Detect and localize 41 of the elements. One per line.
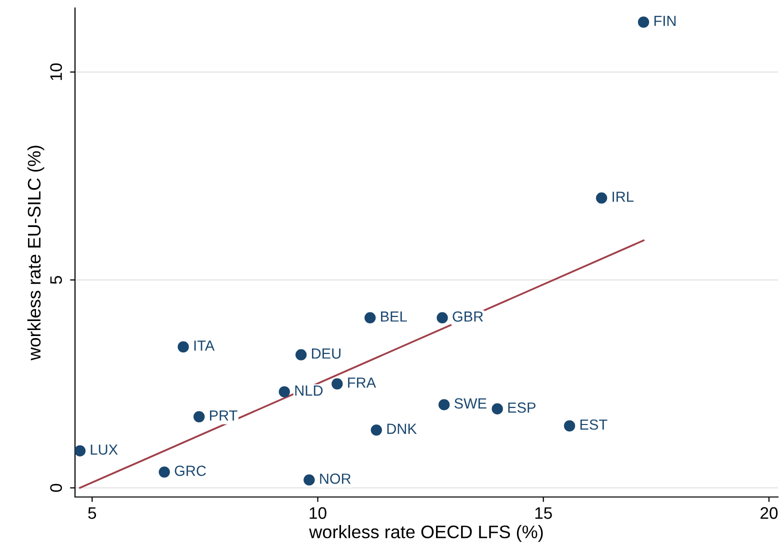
point	[596, 192, 608, 204]
annotation: SWE	[454, 398, 486, 409]
point	[158, 466, 170, 478]
y-tick-label: 5	[50, 276, 62, 284]
annotation: EST	[580, 419, 608, 430]
y-tick-label: 0	[50, 484, 62, 492]
annotation: GRC	[174, 466, 206, 476]
point	[564, 420, 576, 432]
x-tick-label: 20	[760, 507, 778, 519]
annotation: LUX	[90, 444, 118, 455]
annotation: BEL	[381, 312, 407, 322]
point	[370, 424, 382, 436]
point	[332, 378, 343, 390]
point	[75, 445, 86, 456]
y-tick-label: 10	[50, 63, 62, 80]
annotation: FRA	[348, 378, 376, 388]
annotation: ESP	[508, 402, 536, 413]
point	[304, 474, 315, 486]
x-axis-title: workless rate OECD LFS (%)	[309, 525, 543, 542]
x-tick-label: 5	[88, 507, 96, 519]
point	[364, 312, 376, 324]
x-tick-label: 15	[535, 507, 552, 519]
annotation: NLD	[295, 386, 323, 396]
point	[193, 411, 205, 422]
point	[436, 312, 448, 324]
annotation: FIN	[654, 16, 676, 26]
annotation: NOR	[320, 474, 351, 484]
point	[295, 349, 307, 360]
y-axis-title: workless rate EU-SILC (%)	[27, 146, 44, 360]
point	[178, 341, 189, 352]
point	[638, 16, 650, 28]
x-tick-label: 10	[310, 507, 326, 519]
annotation: GBR	[452, 311, 483, 322]
annotation: DEU	[312, 348, 340, 359]
annotation: DNK	[387, 424, 417, 434]
annotation: IRL	[612, 192, 634, 202]
point	[278, 386, 290, 398]
point	[438, 399, 450, 410]
point	[492, 403, 503, 414]
annotation: ITA	[194, 340, 215, 351]
annotation: PRT	[210, 410, 238, 421]
